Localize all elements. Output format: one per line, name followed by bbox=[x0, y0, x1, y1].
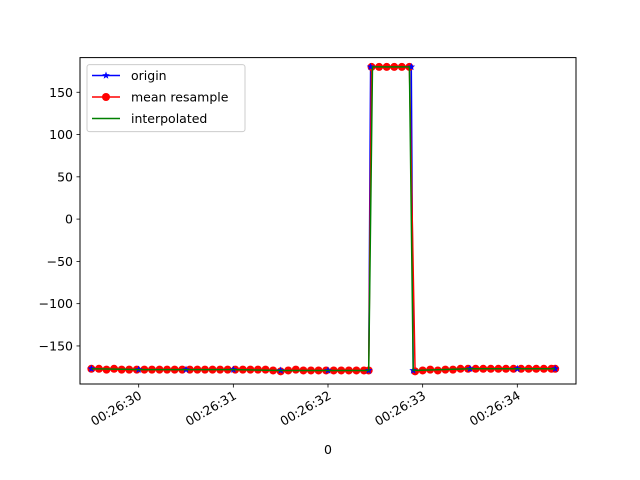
legend-label: interpolated bbox=[131, 111, 207, 126]
y-tick-label: 100 bbox=[49, 127, 73, 142]
legend: origin mean resample interpolated bbox=[86, 64, 246, 133]
legend-marker-origin bbox=[102, 71, 110, 79]
series-line-interpolated bbox=[91, 66, 556, 372]
y-tick-label: −50 bbox=[47, 254, 73, 269]
data-point-origin bbox=[366, 62, 375, 71]
legend-box bbox=[86, 64, 246, 133]
y-tick-label: −100 bbox=[39, 296, 73, 311]
data-point-origin bbox=[407, 62, 416, 71]
x-axis-label: 0 bbox=[324, 442, 332, 457]
legend-label: origin bbox=[131, 68, 167, 83]
axes-frame bbox=[79, 57, 577, 385]
y-tick-label: 0 bbox=[65, 212, 73, 227]
data-point-origin bbox=[87, 364, 96, 373]
legend-label: mean resample bbox=[131, 90, 229, 105]
y-tick-label: 50 bbox=[57, 169, 73, 184]
legend-marker-mean-resample bbox=[102, 93, 110, 101]
plot-area bbox=[87, 62, 560, 376]
y-tick-label: 150 bbox=[49, 85, 73, 100]
data-point-mean-resample bbox=[291, 365, 300, 374]
y-tick-label: −150 bbox=[39, 338, 73, 353]
